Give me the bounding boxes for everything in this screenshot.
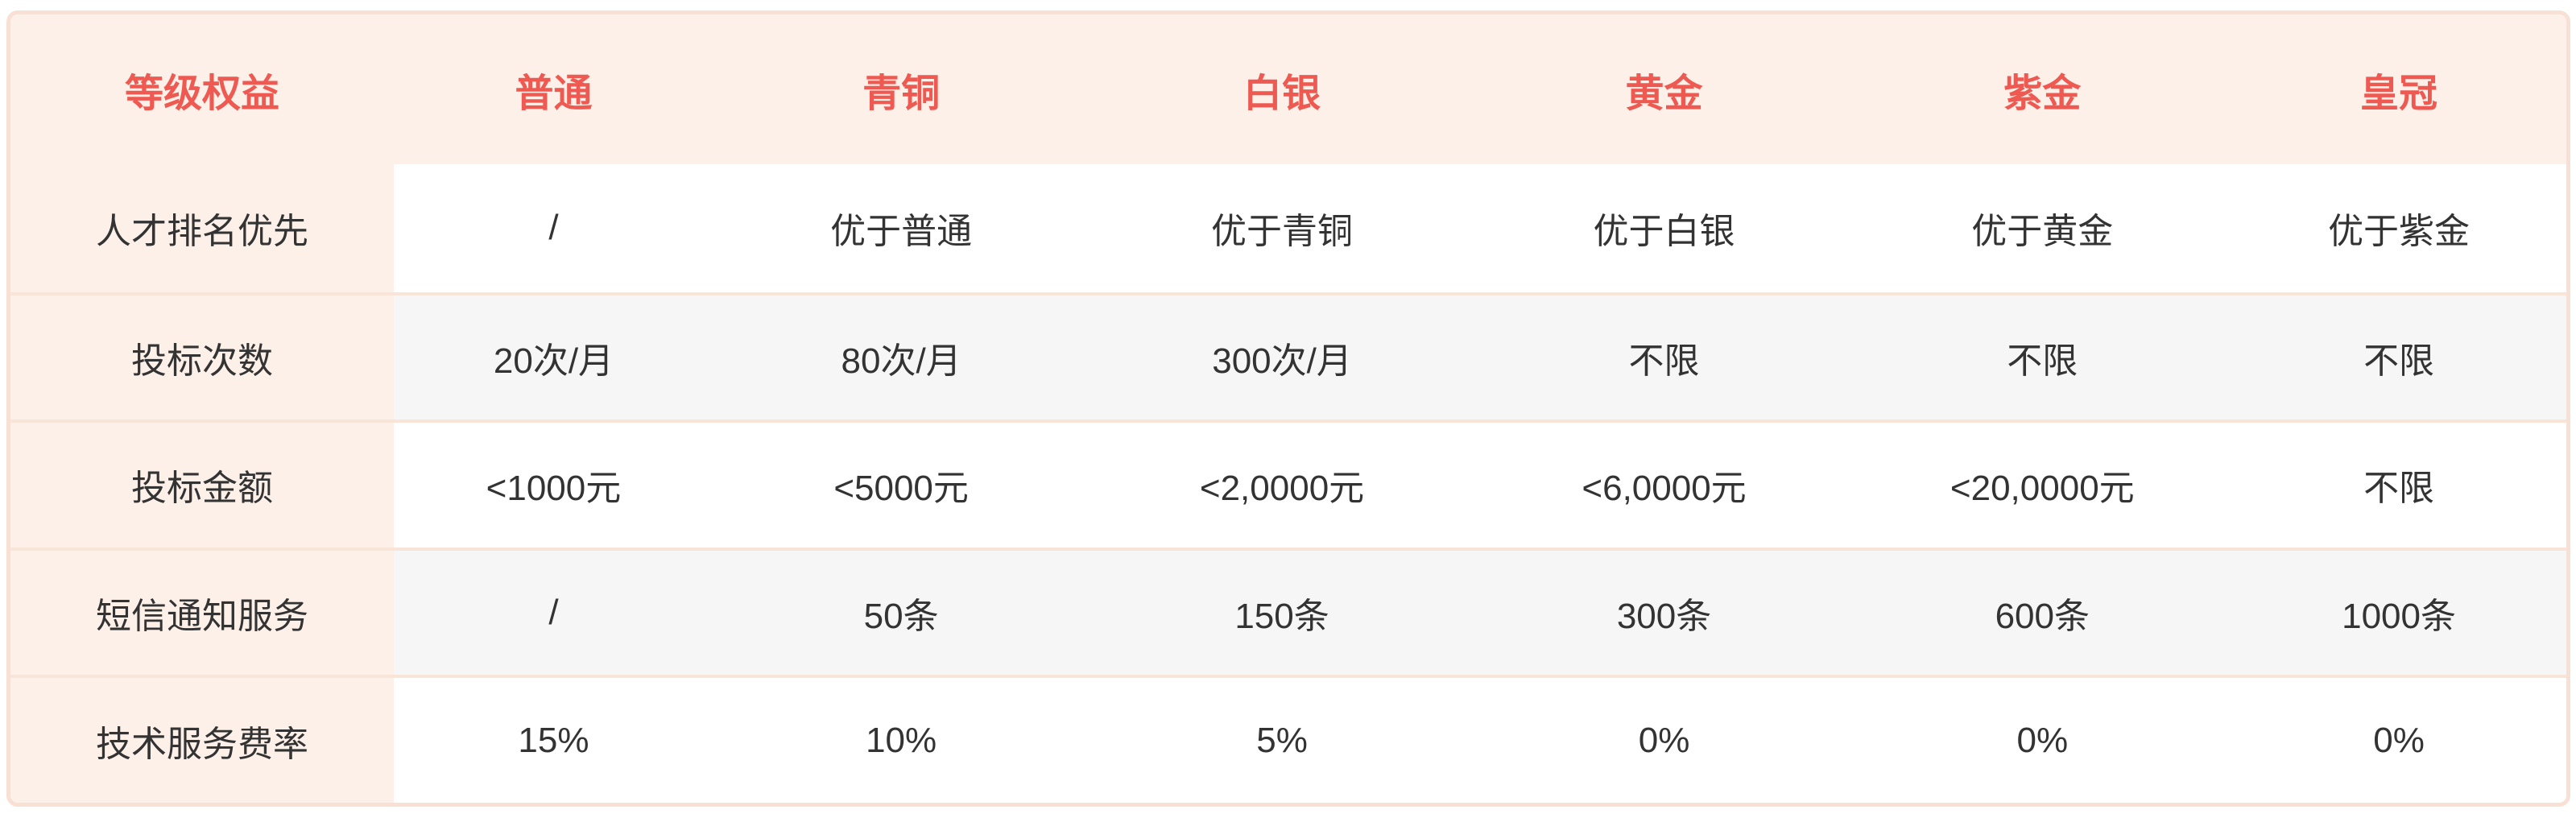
- table-cell: 优于青铜: [1089, 164, 1475, 292]
- row-label-sms-service: 短信通知服务: [10, 547, 395, 676]
- table-cell: /: [394, 547, 713, 676]
- table-cell: 10%: [713, 675, 1090, 803]
- header-cell-purple-gold: 紫金: [1853, 14, 2232, 164]
- table-cell: 1000条: [2231, 547, 2566, 676]
- table-cell: 不限: [2231, 419, 2566, 547]
- header-cell-silver: 白银: [1089, 14, 1475, 164]
- table-cell: 300条: [1474, 547, 1854, 676]
- table-cell: 150条: [1089, 547, 1475, 676]
- benefits-table: 等级权益 普通 青铜 白银 黄金 紫金 皇冠 人才排名优先 / 优于普通 优于青…: [10, 14, 2566, 803]
- header-cell-bronze: 青铜: [713, 14, 1090, 164]
- table-cell: 不限: [1474, 291, 1854, 420]
- header-cell-normal: 普通: [394, 14, 713, 164]
- table-cell: 0%: [1853, 675, 2232, 803]
- table-cell: 0%: [1474, 675, 1854, 803]
- header-cell-benefits: 等级权益: [10, 14, 395, 164]
- header-cell-gold: 黄金: [1474, 14, 1854, 164]
- table-cell: <6,0000元: [1474, 419, 1854, 547]
- table-cell: 优于普通: [713, 164, 1090, 292]
- table-cell: 优于白银: [1474, 164, 1854, 292]
- table-cell: 优于紫金: [2231, 164, 2566, 292]
- table-cell: 优于黄金: [1853, 164, 2232, 292]
- table-cell: 5%: [1089, 675, 1475, 803]
- row-label-service-fee-rate: 技术服务费率: [10, 675, 395, 803]
- table-cell: 不限: [1853, 291, 2232, 420]
- table-cell: 20次/月: [394, 291, 713, 420]
- table-cell: <5000元: [713, 419, 1090, 547]
- table-cell: 不限: [2231, 291, 2566, 420]
- row-label-talent-ranking: 人才排名优先: [10, 164, 395, 292]
- table-cell: 300次/月: [1089, 291, 1475, 420]
- row-label-bid-amount: 投标金额: [10, 419, 395, 547]
- table-cell: 600条: [1853, 547, 2232, 676]
- header-cell-crown: 皇冠: [2231, 14, 2566, 164]
- table-cell: 80次/月: [713, 291, 1090, 420]
- table-cell: 50条: [713, 547, 1090, 676]
- table-cell: /: [394, 164, 713, 292]
- row-label-bid-count: 投标次数: [10, 291, 395, 420]
- table-cell: <20,0000元: [1853, 419, 2232, 547]
- table-cell: 15%: [394, 675, 713, 803]
- table-cell: <2,0000元: [1089, 419, 1475, 547]
- table-cell: <1000元: [394, 419, 713, 547]
- benefits-table-card: 等级权益 普通 青铜 白银 黄金 紫金 皇冠 人才排名优先 / 优于普通 优于青…: [6, 10, 2570, 807]
- table-cell: 0%: [2231, 675, 2566, 803]
